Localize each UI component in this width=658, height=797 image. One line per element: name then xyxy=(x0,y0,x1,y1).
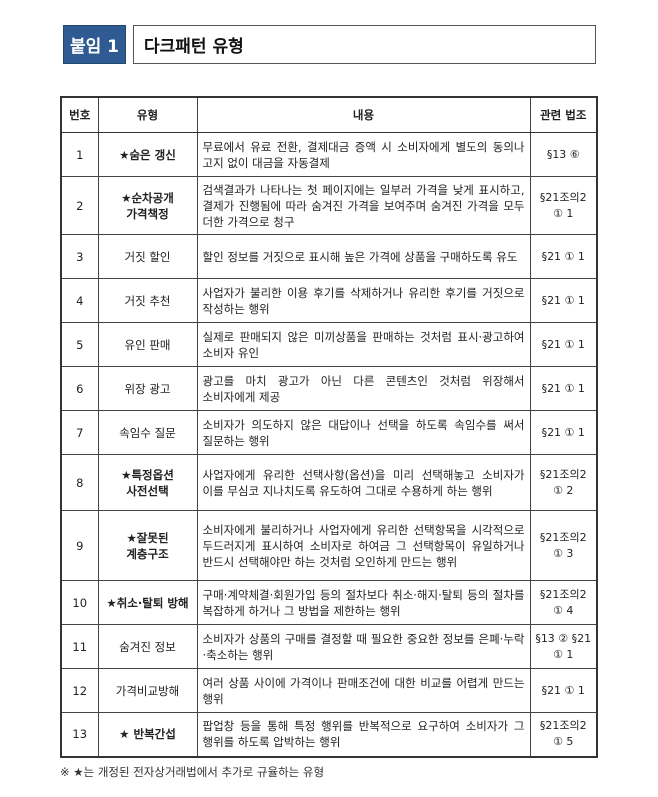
column-header-no: 번호 xyxy=(60,96,99,133)
pattern-type: 거짓 할인 xyxy=(97,234,198,279)
pattern-type: ★숨은 갱신 xyxy=(97,132,198,177)
table-row: 1 ★숨은 갱신 무료에서 유료 전환, 결제대금 증액 시 소비자에게 별도의 동… xyxy=(60,132,598,177)
table-row: 5 유인 판매 실제로 판매되지 않은 미끼상품을 판매하는 것처럼 표시·광고하여… xyxy=(60,322,598,367)
related-law: §21조의2 ① 5 xyxy=(529,712,598,757)
related-law: §21조의2 ① 4 xyxy=(529,580,598,625)
footnote: ※ ★는 개정된 전자상거래법에서 추가로 규율하는 유형 xyxy=(60,764,325,779)
pattern-description: 할인 정보를 거짓으로 표시해 높은 가격에 상품을 구매하도록 유도 xyxy=(196,234,531,279)
pattern-type: 유인 판매 xyxy=(97,322,198,367)
pattern-description: 구매·계약체결·회원가입 등의 절차보다 취소·해지·탈퇴 등의 절차를 복잡하… xyxy=(196,580,531,625)
related-law: §13 ⑥ xyxy=(529,132,598,177)
table-header-row: 번호 유형 내용 관련 법조 xyxy=(60,96,598,133)
table-row: 3 거짓 할인 할인 정보를 거짓으로 표시해 높은 가격에 상품을 구매하도록 유… xyxy=(60,234,598,279)
pattern-type: 위장 광고 xyxy=(97,366,198,411)
column-header-law: 관련 법조 xyxy=(529,96,598,133)
column-header-type: 유형 xyxy=(97,96,198,133)
related-law: §21 ① 1 xyxy=(529,410,598,455)
related-law: §21 ① 1 xyxy=(529,366,598,411)
table-row: 6 위장 광고 광고를 마치 광고가 아닌 다른 콘텐츠인 것처럼 위장해서 소비자… xyxy=(60,366,598,411)
table-row: 11 숨겨진 정보 소비자가 상품의 구매를 결정할 때 필요한 중요한 정보를 은… xyxy=(60,624,598,669)
row-number: 2 xyxy=(60,176,99,235)
pattern-type: 가격비교방해 xyxy=(97,668,198,713)
related-law: §21조의2 ① 2 xyxy=(529,454,598,511)
row-number: 9 xyxy=(60,510,99,581)
pattern-type: ★순차공개 가격책정 xyxy=(97,176,198,235)
row-number: 5 xyxy=(60,322,99,367)
pattern-description: 사업자에게 유리한 선택사항(옵션)을 미리 선택해놓고 소비자가 이를 무심코… xyxy=(196,454,531,511)
pattern-description: 사업자가 불리한 이용 후기를 삭제하거나 유리한 후기를 거짓으로 작성하는 … xyxy=(196,278,531,323)
column-header-content: 내용 xyxy=(196,96,531,133)
row-number: 1 xyxy=(60,132,99,177)
table-row: 9 ★잘못된 계층구조 소비자에게 불리하거나 사업자에게 유리한 선택항목을 시각… xyxy=(60,510,598,581)
table-row: 8 ★특정옵션 사전선택 사업자에게 유리한 선택사항(옵션)을 미리 선택해놓고 … xyxy=(60,454,598,511)
row-number: 4 xyxy=(60,278,99,323)
pattern-type: ★잘못된 계층구조 xyxy=(97,510,198,581)
table-row: 13 ★ 반복간섭 팝업창 등을 통해 특정 행위를 반복적으로 요구하여 소비자가… xyxy=(60,712,598,757)
related-law: §21 ① 1 xyxy=(529,234,598,279)
pattern-description: 소비자가 상품의 구매를 결정할 때 필요한 중요한 정보를 은폐·누락·축소하… xyxy=(196,624,531,669)
table-row: 12 가격비교방해 여러 상품 사이에 가격이나 판매조건에 대한 비교를 어렵게 … xyxy=(60,668,598,713)
related-law: §21 ① 1 xyxy=(529,278,598,323)
table-row: 2 ★순차공개 가격책정 검색결과가 나타나는 첫 페이지에는 일부러 가격을 낮게… xyxy=(60,176,598,235)
pattern-type: ★ 반복간섭 xyxy=(97,712,198,757)
table-row: 10 ★취소·탈퇴 방해 구매·계약체결·회원가입 등의 절차보다 취소·해지·탈퇴… xyxy=(60,580,598,625)
pattern-description: 소비자에게 불리하거나 사업자에게 유리한 선택항목을 시각적으로 두드러지게 … xyxy=(196,510,531,581)
pattern-description: 소비자가 의도하지 않은 대답이나 선택을 하도록 속임수를 써서 질문하는 행… xyxy=(196,410,531,455)
row-number: 6 xyxy=(60,366,99,411)
related-law: §21 ① 1 xyxy=(529,322,598,367)
dark-pattern-table: 번호 유형 내용 관련 법조 1 ★숨은 갱신 무료에서 유료 전환, 결제대금 증… xyxy=(60,96,598,758)
row-number: 11 xyxy=(60,624,99,669)
row-number: 12 xyxy=(60,668,99,713)
pattern-description: 실제로 판매되지 않은 미끼상품을 판매하는 것처럼 표시·광고하여 소비자 유… xyxy=(196,322,531,367)
row-number: 8 xyxy=(60,454,99,511)
content-area: 번호 유형 내용 관련 법조 1 ★숨은 갱신 무료에서 유료 전환, 결제대금 증… xyxy=(60,96,598,780)
pattern-type: 숨겨진 정보 xyxy=(97,624,198,669)
page-title: 다크패턴 유형 xyxy=(133,25,596,64)
related-law: §13 ② §21 ① 1 xyxy=(529,624,598,669)
attachment-badge: 붙임 1 xyxy=(63,25,126,64)
row-number: 7 xyxy=(60,410,99,455)
table-row: 7 속임수 질문 소비자가 의도하지 않은 대답이나 선택을 하도록 속임수를 써서… xyxy=(60,410,598,455)
table-row: 4 거짓 추천 사업자가 불리한 이용 후기를 삭제하거나 유리한 후기를 거짓으로… xyxy=(60,278,598,323)
row-number: 3 xyxy=(60,234,99,279)
pattern-type: 거짓 추천 xyxy=(97,278,198,323)
pattern-description: 팝업창 등을 통해 특정 행위를 반복적으로 요구하여 소비자가 그 행위를 하… xyxy=(196,712,531,757)
related-law: §21 ① 1 xyxy=(529,668,598,713)
related-law: §21조의2 ① 1 xyxy=(529,176,598,235)
row-number: 13 xyxy=(60,712,99,757)
pattern-description: 광고를 마치 광고가 아닌 다른 콘텐츠인 것처럼 위장해서 소비자에게 제공 xyxy=(196,366,531,411)
row-number: 10 xyxy=(60,580,99,625)
pattern-type: ★특정옵션 사전선택 xyxy=(97,454,198,511)
pattern-description: 검색결과가 나타나는 첫 페이지에는 일부러 가격을 낮게 표시하고, 결제가 … xyxy=(196,176,531,235)
pattern-description: 무료에서 유료 전환, 결제대금 증액 시 소비자에게 별도의 동의나 고지 없… xyxy=(196,132,531,177)
related-law: §21조의2 ① 3 xyxy=(529,510,598,581)
pattern-type: ★취소·탈퇴 방해 xyxy=(97,580,198,625)
pattern-type: 속임수 질문 xyxy=(97,410,198,455)
pattern-description: 여러 상품 사이에 가격이나 판매조건에 대한 비교를 어렵게 만드는 행위 xyxy=(196,668,531,713)
